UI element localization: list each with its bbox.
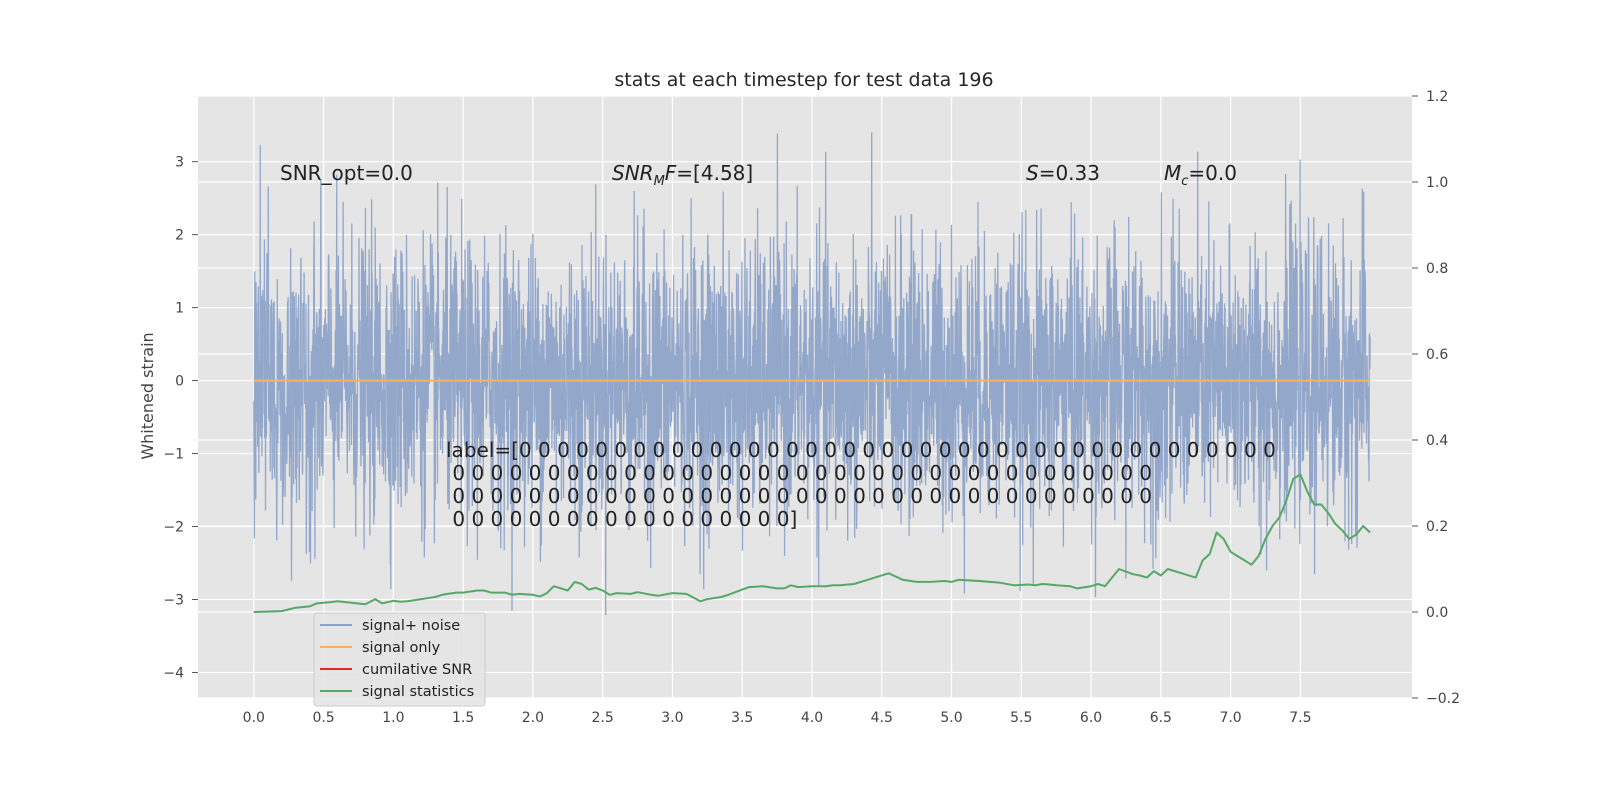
y2-tick-label: 0.0	[1426, 605, 1448, 621]
y2-tick-label: 0.8	[1426, 261, 1448, 277]
snr-mf-name: SNR	[612, 161, 654, 185]
x-tick-label: 1.5	[452, 710, 474, 726]
legend-label-cumulative-snr: cumilative SNR	[362, 662, 472, 678]
s-value: =0.33	[1039, 161, 1100, 185]
s-name: S	[1026, 161, 1039, 185]
y-tick-label: 3	[175, 155, 184, 171]
y-tick-label: 0	[175, 374, 184, 390]
signal-statistics-line	[253, 473, 1371, 613]
y-axis-label: Whitened strain	[138, 332, 157, 459]
label-line-2: 0 0 0 0 0 0 0 0 0 0 0 0 0 0 0 0 0 0 0 0 …	[446, 461, 1152, 485]
y2-tick-label: 0.4	[1426, 433, 1448, 449]
x-tick-label: 6.5	[1150, 710, 1172, 726]
signal-noise-line	[253, 132, 1371, 616]
x-tick-label: 4.5	[871, 710, 893, 726]
chart-title: stats at each timestep for test data 196	[614, 69, 993, 91]
annotation-s: S=0.33	[1026, 161, 1100, 185]
annotation-snr-opt: SNR_opt=0.0	[280, 161, 413, 185]
snr-mf-sub: M	[654, 174, 665, 189]
y2-tick-label: −0.2	[1426, 691, 1460, 707]
y2-tick-label: 0.6	[1426, 347, 1448, 363]
mc-value: =0.0	[1188, 161, 1237, 185]
annotation-snr-mf: SNRMF=[4.58]	[612, 161, 753, 189]
snr-mf-value: =[4.58]	[676, 161, 753, 185]
snr-mf-suffix: F	[665, 161, 677, 185]
x-tick-label: 0.0	[243, 710, 265, 726]
label-annotation: label=[0 0 0 0 0 0 0 0 0 0 0 0 0 0 0 0 0…	[446, 438, 1276, 531]
x-tick-label: 2.0	[522, 710, 544, 726]
y2-tick-label: 1.2	[1426, 89, 1448, 105]
y-tick-label: 1	[175, 301, 184, 317]
y-tick-label: 2	[175, 228, 184, 244]
y-tick-label: −1	[163, 447, 184, 463]
legend-box	[313, 612, 486, 707]
legend: signal+ noise signal only cumilative SNR…	[313, 612, 486, 707]
x-tick-label: 5.5	[1010, 710, 1032, 726]
label-line-3: 0 0 0 0 0 0 0 0 0 0 0 0 0 0 0 0 0 0 0 0 …	[446, 484, 1152, 508]
y-tick-label: −4	[163, 665, 184, 681]
tick-labels: 0.0 0.5 1.0 1.5 2.0 2.5 3.0 3.5 4.0 4.5 5.0 5.5 6.0 6…	[163, 89, 1460, 726]
annotation-mc: Mc=0.0	[1164, 161, 1237, 189]
x-tick-label: 7.0	[1219, 710, 1241, 726]
mc-sub: c	[1181, 174, 1188, 189]
x-tick-label: 1.0	[382, 710, 404, 726]
y-tick-label: −3	[163, 592, 184, 608]
label-line-1: label=[0 0 0 0 0 0 0 0 0 0 0 0 0 0 0 0 0…	[446, 438, 1276, 462]
y2-tick-label: 1.0	[1426, 175, 1448, 191]
y-tick-label: −2	[163, 520, 184, 536]
x-tick-label: 5.0	[940, 710, 962, 726]
signal-statistics-series	[253, 473, 1371, 613]
label-line-4: 0 0 0 0 0 0 0 0 0 0 0 0 0 0 0 0 0 0]	[446, 507, 797, 531]
x-tick-label: 7.5	[1289, 710, 1311, 726]
x-tick-label: 3.0	[661, 710, 683, 726]
legend-label-signal-noise: signal+ noise	[362, 618, 460, 634]
mc-name: M	[1164, 161, 1181, 185]
signal-noise-series	[253, 132, 1371, 616]
y2-tick-label: 0.2	[1426, 519, 1448, 535]
x-tick-label: 4.0	[801, 710, 823, 726]
x-tick-label: 3.5	[731, 710, 753, 726]
x-tick-label: 2.5	[592, 710, 614, 726]
legend-label-signal-only: signal only	[362, 640, 441, 656]
x-tick-label: 6.0	[1080, 710, 1102, 726]
x-tick-label: 0.5	[312, 710, 334, 726]
legend-label-signal-statistics: signal statistics	[362, 684, 474, 700]
